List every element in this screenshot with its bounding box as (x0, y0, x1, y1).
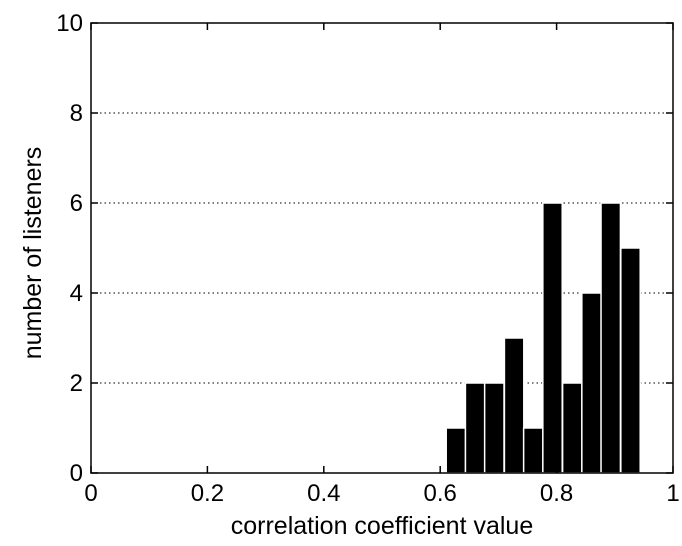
y-tick-label: 0 (70, 460, 83, 487)
y-axis-title: number of listeners (19, 147, 47, 360)
histogram-bar (561, 382, 583, 474)
plot-frame (90, 22, 674, 474)
y-tick-label: 10 (56, 10, 83, 37)
histogram-bar (445, 427, 467, 474)
y-tick-label: 8 (70, 100, 83, 127)
histogram-bar (503, 337, 525, 474)
y-tick-label: 4 (70, 280, 83, 307)
bars (445, 202, 641, 474)
histogram-bar (542, 202, 563, 474)
y-tick-label: 2 (70, 370, 83, 397)
x-tick-label: 0.8 (540, 480, 573, 507)
x-tick-label: 0.6 (424, 480, 457, 507)
histogram-bar (620, 247, 641, 474)
x-tick-label: 0 (84, 480, 97, 507)
x-axis-title: correlation coefficient value (231, 512, 534, 540)
x-tick-label: 1 (666, 480, 679, 507)
x-tick-label: 0.4 (307, 480, 340, 507)
x-tick-label: 0.2 (191, 480, 224, 507)
histogram-bar (483, 382, 505, 474)
histogram-bar (464, 382, 486, 474)
histogram-bar (522, 427, 544, 474)
x-tick-labels: 0 0.2 0.4 0.6 0.8 1 (84, 480, 679, 507)
y-tick-label: 6 (70, 190, 83, 217)
histogram-bar (600, 202, 622, 474)
histogram-bar (581, 292, 602, 474)
y-tick-labels: 0 2 4 6 8 10 (56, 10, 83, 487)
